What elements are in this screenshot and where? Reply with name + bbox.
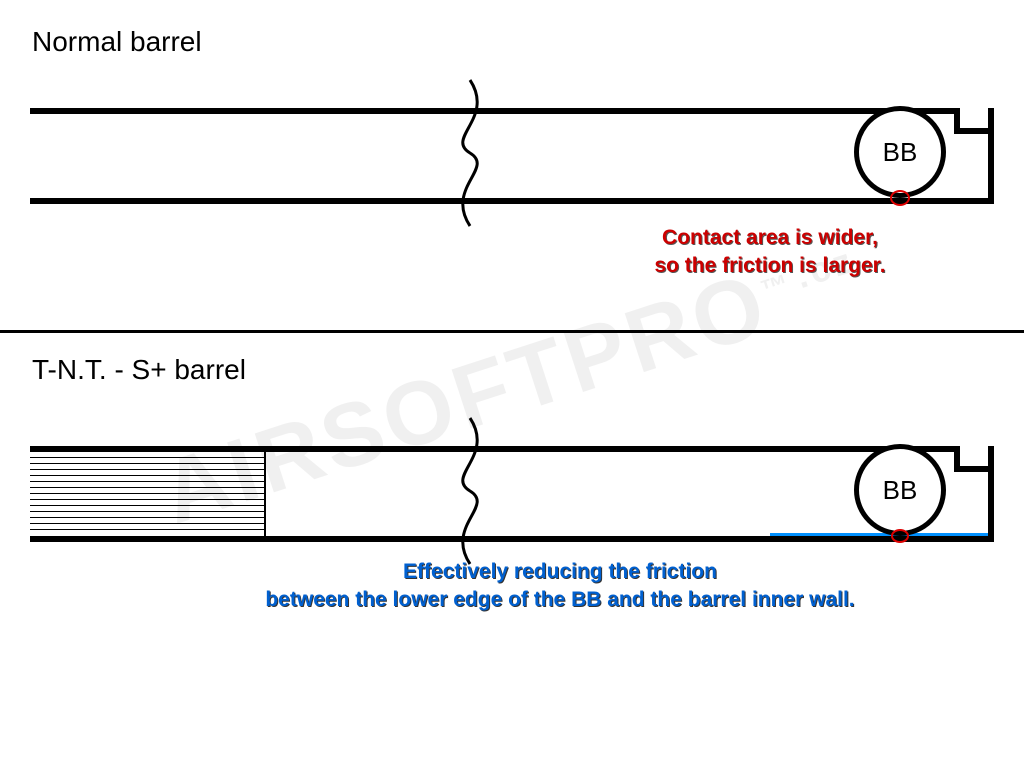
tnt-break-curve xyxy=(440,416,520,566)
normal-bb-label: BB xyxy=(883,137,918,168)
diagram-canvas: AIRSOFTPRO™.cz Normal barrel BB Contact … xyxy=(0,0,1024,768)
normal-contact-ring xyxy=(890,190,910,206)
tnt-caption: Effectively reducing the friction betwee… xyxy=(140,558,980,615)
tnt-bb: BB xyxy=(854,444,946,536)
tnt-barrel-end xyxy=(988,446,994,542)
tnt-barrel-notch-h xyxy=(954,466,994,472)
tnt-contact-ring xyxy=(891,529,909,543)
tnt-title: T-N.T. - S+ barrel xyxy=(32,354,246,386)
normal-bb: BB xyxy=(854,106,946,198)
tnt-caption-line1: Effectively reducing the friction xyxy=(140,558,980,586)
normal-caption: Contact area is wider, so the friction i… xyxy=(540,224,1000,281)
tnt-caption-line2: between the lower edge of the BB and the… xyxy=(140,586,980,614)
normal-caption-line1: Contact area is wider, xyxy=(540,224,1000,252)
normal-caption-line2: so the friction is larger. xyxy=(540,252,1000,280)
tnt-blue-rail xyxy=(770,533,988,536)
normal-barrel-notch-cut xyxy=(960,108,988,130)
section-divider xyxy=(0,330,1024,333)
normal-break-curve xyxy=(440,78,520,228)
normal-title: Normal barrel xyxy=(32,26,202,58)
normal-barrel-end xyxy=(988,108,994,204)
tnt-barrel-notch-cut xyxy=(960,446,988,468)
normal-barrel-notch-h xyxy=(954,128,994,134)
tnt-rifling xyxy=(30,452,266,536)
tnt-rifling-edge xyxy=(264,452,266,536)
tnt-bb-label: BB xyxy=(883,475,918,506)
